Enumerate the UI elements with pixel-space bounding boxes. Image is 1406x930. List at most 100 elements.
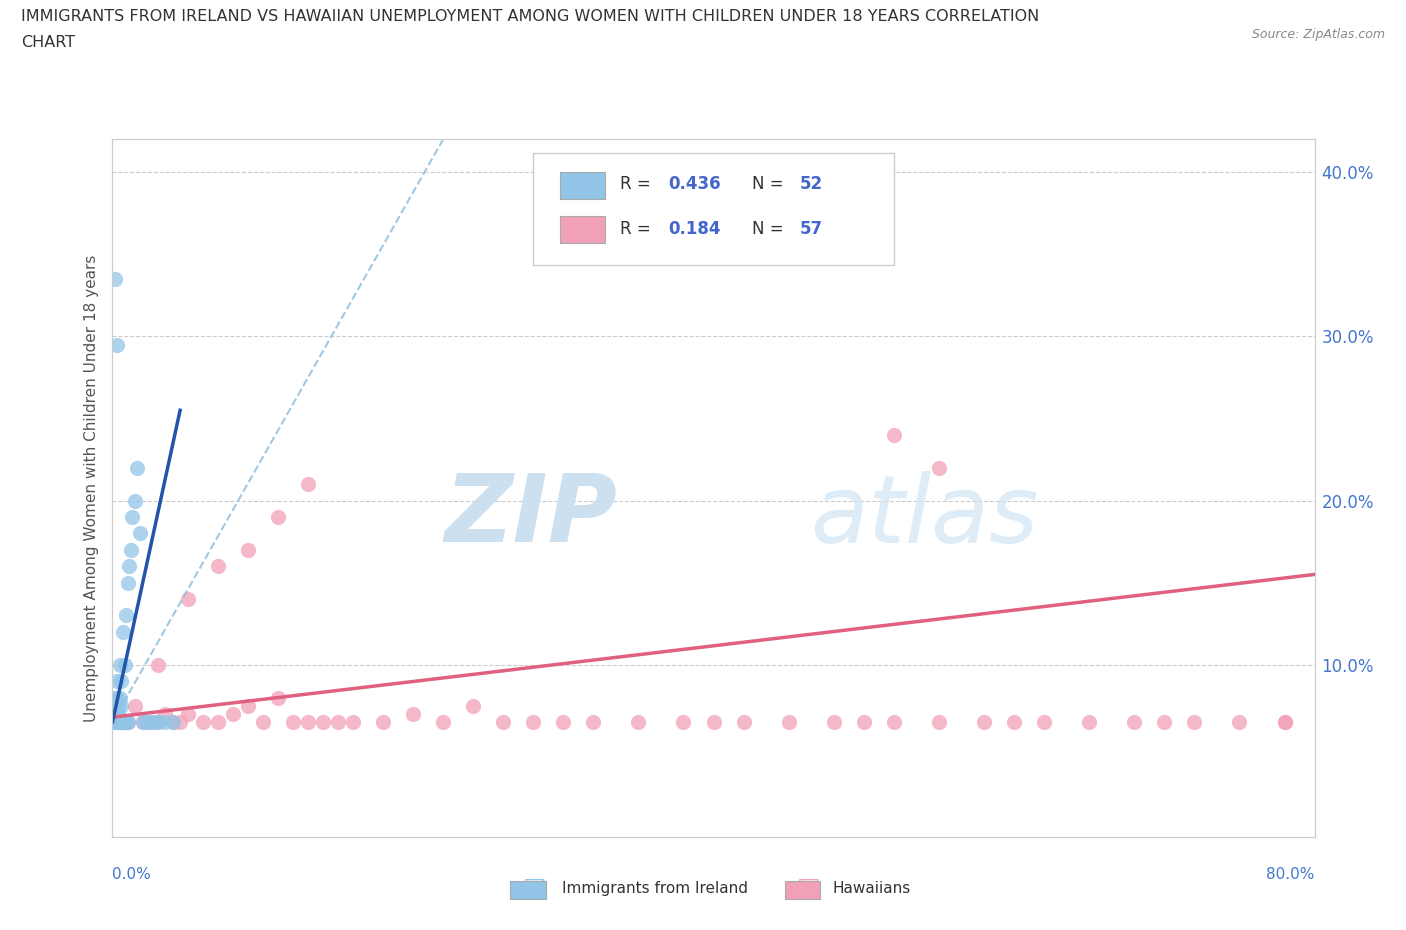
Point (823, 714, 845, 729)
Point (672, 714, 695, 729)
FancyBboxPatch shape (533, 153, 894, 265)
Point (207, 714, 229, 729)
Point (176, 707, 198, 722)
Point (267, 510, 290, 525)
Point (1184, 714, 1206, 729)
Point (108, 714, 131, 729)
Point (371, 714, 394, 729)
Point (402, 707, 425, 722)
Point (114, 658, 136, 672)
Point (104, 272, 127, 286)
Point (104, 714, 127, 729)
Point (108, 658, 131, 672)
Point (105, 338, 128, 352)
Text: 0.436: 0.436 (668, 175, 720, 193)
Point (110, 714, 132, 729)
Point (883, 428, 905, 443)
Text: R =: R = (620, 175, 655, 193)
Text: □: □ (797, 876, 820, 900)
Text: atlas: atlas (810, 471, 1038, 562)
Point (110, 673, 132, 688)
Point (162, 714, 184, 729)
Point (1078, 714, 1101, 729)
Point (733, 714, 755, 729)
Point (124, 493, 146, 508)
Point (107, 714, 129, 729)
Point (1274, 714, 1296, 729)
Point (103, 714, 125, 729)
Text: Hawaiians: Hawaiians (832, 881, 911, 896)
Point (103, 698, 125, 713)
Point (117, 714, 139, 729)
Point (108, 714, 131, 729)
Point (522, 714, 544, 729)
Point (107, 698, 129, 713)
Point (297, 477, 319, 492)
Point (110, 698, 132, 713)
Point (582, 714, 605, 729)
Point (1274, 714, 1296, 729)
Text: 0.0%: 0.0% (112, 867, 152, 882)
Point (281, 714, 304, 729)
Point (104, 707, 127, 722)
Point (117, 575, 139, 590)
Text: ZIP: ZIP (444, 471, 617, 562)
Bar (560, 172, 606, 199)
Point (115, 714, 138, 729)
Point (326, 714, 349, 729)
Point (114, 714, 136, 729)
Bar (560, 217, 606, 243)
Point (120, 542, 142, 557)
Point (105, 673, 128, 688)
Point (108, 690, 131, 705)
Point (121, 510, 143, 525)
Point (852, 714, 875, 729)
Text: 80.0%: 80.0% (1267, 867, 1315, 882)
Point (118, 559, 141, 574)
Text: 0.184: 0.184 (668, 219, 720, 238)
Point (928, 714, 950, 729)
Point (107, 714, 129, 729)
Point (139, 714, 162, 729)
Point (928, 460, 950, 475)
Point (105, 690, 128, 705)
Point (146, 714, 169, 729)
Point (1153, 714, 1175, 729)
Point (104, 714, 127, 729)
Point (111, 714, 134, 729)
Point (236, 698, 259, 713)
Point (111, 624, 134, 639)
Point (207, 559, 229, 574)
Text: R =: R = (620, 219, 655, 238)
Point (222, 707, 245, 722)
Point (139, 714, 162, 729)
Point (312, 714, 335, 729)
Point (135, 714, 157, 729)
Point (114, 714, 136, 729)
Point (553, 714, 575, 729)
Point (432, 714, 454, 729)
Point (153, 714, 176, 729)
Point (883, 714, 905, 729)
Text: IMMIGRANTS FROM IRELAND VS HAWAIIAN UNEMPLOYMENT AMONG WOMEN WITH CHILDREN UNDER: IMMIGRANTS FROM IRELAND VS HAWAIIAN UNEM… (21, 9, 1039, 24)
Point (162, 714, 184, 729)
Point (973, 714, 995, 729)
Text: Source: ZipAtlas.com: Source: ZipAtlas.com (1251, 28, 1385, 41)
Point (105, 714, 128, 729)
Text: □: □ (523, 876, 546, 900)
Point (117, 714, 139, 729)
Point (146, 714, 169, 729)
Point (105, 714, 128, 729)
Point (115, 608, 138, 623)
Point (169, 714, 191, 729)
Point (461, 698, 484, 713)
Point (128, 526, 150, 541)
Point (1229, 714, 1251, 729)
Point (267, 690, 290, 705)
Text: 52: 52 (800, 175, 824, 193)
Point (104, 690, 127, 705)
Point (252, 714, 274, 729)
Point (105, 707, 128, 722)
Y-axis label: Unemployment Among Women with Children Under 18 years: Unemployment Among Women with Children U… (83, 255, 98, 722)
Point (627, 714, 650, 729)
